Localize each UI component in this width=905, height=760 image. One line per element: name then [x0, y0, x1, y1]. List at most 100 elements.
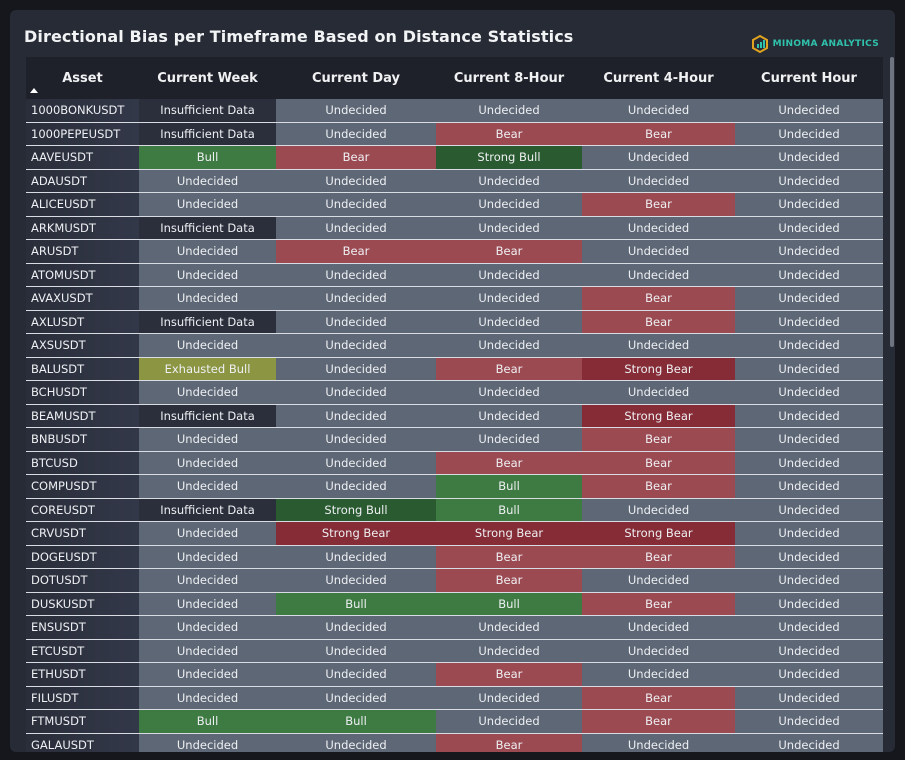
table-row[interactable]: DUSKUSDT Undecided Bull Bull Bear Undecided — [26, 592, 883, 616]
table-row[interactable]: BTCUSD Undecided Undecided Bear Bear Undecide… — [26, 451, 883, 475]
bias-cell: Strong Bear — [276, 521, 436, 546]
asset-cell: ADAUSDT — [26, 169, 139, 193]
vertical-scrollbar[interactable] — [890, 57, 894, 347]
bias-cell: Undecided — [735, 733, 883, 752]
bias-cell: Undecided — [582, 263, 735, 287]
asset-cell: ATOMUSDT — [26, 263, 139, 287]
asset-cell: COREUSDT — [26, 498, 139, 522]
table-row[interactable]: ALICEUSDT Undecided Undecided Undecided Bear… — [26, 192, 883, 217]
asset-cell: BCHUSDT — [26, 380, 139, 405]
table-row[interactable]: AXLUSDT Insufficient Data Undecided Undecid… — [26, 310, 883, 334]
bias-cell: Insufficient Data — [139, 498, 276, 522]
table-row[interactable]: 1000PEPEUSDT Insufficient Data Undecided Be… — [26, 122, 883, 146]
bias-cell: Undecided — [735, 357, 883, 381]
column-header-current-week[interactable]: Current Week — [139, 57, 276, 99]
table-row[interactable]: BCHUSDT Undecided Undecided Undecided Undeci… — [26, 380, 883, 405]
table-row[interactable]: CRVUSDT Undecided Strong Bear Strong Bear St… — [26, 521, 883, 546]
bias-cell: Undecided — [276, 169, 436, 193]
bias-cell: Strong Bear — [582, 521, 735, 546]
table-row[interactable]: BNBUSDT Undecided Undecided Undecided Bear Un… — [26, 427, 883, 452]
bias-cell: Undecided — [735, 662, 883, 687]
bias-cell: Undecided — [735, 404, 883, 428]
table-row[interactable]: ETCUSDT Undecided Undecided Undecided Undeci… — [26, 639, 883, 663]
bias-cell: Undecided — [276, 568, 436, 593]
table-body: 1000BONKUSDT Insufficient Data Undecided Un… — [26, 99, 883, 752]
table-row[interactable]: FTMUSDT Bull Bull Undecided Bear Undecided — [26, 709, 883, 734]
bias-cell: Undecided — [139, 451, 276, 475]
bias-cell: Insufficient Data — [139, 404, 276, 428]
bias-cell: Undecided — [139, 568, 276, 593]
bias-cell: Undecided — [735, 310, 883, 334]
brand-name: MINOMA ANALYTICS — [772, 39, 879, 49]
table-row[interactable]: ARKMUSDT Insufficient Data Undecided Undeci… — [26, 216, 883, 240]
asset-cell: AAVEUSDT — [26, 145, 139, 170]
column-header-current-8-hour[interactable]: Current 8-Hour — [436, 57, 582, 99]
bias-cell: Undecided — [436, 192, 582, 217]
bias-cell: Undecided — [735, 192, 883, 217]
bias-cell: Undecided — [276, 615, 436, 640]
asset-cell: GALAUSDT — [26, 733, 139, 752]
bias-cell: Bear — [436, 451, 582, 475]
bias-cell: Undecided — [139, 615, 276, 640]
column-header-current-day[interactable]: Current Day — [276, 57, 436, 99]
bias-cell: Undecided — [436, 333, 582, 358]
table-row[interactable]: AAVEUSDT Bull Bear Strong Bull Undecided Unde… — [26, 145, 883, 170]
table-row[interactable]: DOGEUSDT Undecided Undecided Bear Bear Undeci… — [26, 545, 883, 569]
column-header-asset[interactable]: Asset — [26, 57, 139, 99]
bias-cell: Bear — [582, 122, 735, 146]
bias-cell: Undecided — [276, 404, 436, 428]
bias-cell: Undecided — [436, 216, 582, 240]
bias-cell: Undecided — [139, 169, 276, 193]
bias-cell: Bear — [582, 427, 735, 452]
table-row[interactable]: FILUSDT Undecided Undecided Undecided Bear Un… — [26, 686, 883, 710]
table-row[interactable]: 1000BONKUSDT Insufficient Data Undecided Un… — [26, 99, 883, 123]
bias-cell: Bear — [582, 545, 735, 569]
sort-ascending-icon[interactable] — [30, 88, 38, 93]
bias-cell: Undecided — [436, 639, 582, 663]
table-row[interactable]: AXSUSDT Undecided Undecided Undecided Undeci… — [26, 333, 883, 358]
table-row[interactable]: ETHUSDT Undecided Undecided Bear Undecided Un… — [26, 662, 883, 687]
bias-cell: Bear — [436, 733, 582, 752]
bias-cell: Undecided — [276, 310, 436, 334]
page-title: Directional Bias per Timeframe Based on … — [24, 27, 574, 46]
bias-cell: Insufficient Data — [139, 99, 276, 123]
bias-cell: Undecided — [436, 286, 582, 311]
table-row[interactable]: COMPUSDT Undecided Undecided Bull Bear Undeci… — [26, 474, 883, 499]
bias-cell: Undecided — [735, 216, 883, 240]
bias-cell: Bull — [139, 709, 276, 734]
asset-cell: AXLUSDT — [26, 310, 139, 334]
bias-cell: Undecided — [436, 263, 582, 287]
table-row[interactable]: ATOMUSDT Undecided Undecided Undecided Undec… — [26, 263, 883, 287]
bias-cell: Undecided — [139, 263, 276, 287]
table-row[interactable]: ENSUSDT Undecided Undecided Undecided Undeci… — [26, 615, 883, 640]
table-row[interactable]: DOTUSDT Undecided Undecided Bear Undecided Un… — [26, 568, 883, 593]
bias-cell: Bear — [582, 192, 735, 217]
bias-cell: Undecided — [139, 545, 276, 569]
bias-cell: Undecided — [436, 310, 582, 334]
bias-cell: Undecided — [276, 380, 436, 405]
table-row[interactable]: BALUSDT Exhausted Bull Undecided Bear Strong… — [26, 357, 883, 381]
table-row[interactable]: GALAUSDT Undecided Undecided Bear Undecided U… — [26, 733, 883, 752]
table-row[interactable]: ARUSDT Undecided Bear Bear Undecided Undecide… — [26, 239, 883, 264]
bias-cell: Undecided — [582, 169, 735, 193]
bias-cell: Bear — [436, 122, 582, 146]
column-header-current-4-hour[interactable]: Current 4-Hour — [582, 57, 735, 99]
asset-cell: FTMUSDT — [26, 709, 139, 734]
bias-cell: Undecided — [139, 474, 276, 499]
bias-cell: Bear — [582, 709, 735, 734]
asset-cell: BNBUSDT — [26, 427, 139, 452]
table-row[interactable]: BEAMUSDT Insufficient Data Undecided Undeci… — [26, 404, 883, 428]
bias-cell: Undecided — [276, 357, 436, 381]
table-row[interactable]: AVAXUSDT Undecided Undecided Undecided Bear U… — [26, 286, 883, 311]
column-header-current-hour[interactable]: Current Hour — [735, 57, 883, 99]
asset-cell: 1000BONKUSDT — [26, 99, 139, 123]
bias-cell: Undecided — [735, 639, 883, 663]
bias-cell: Undecided — [139, 286, 276, 311]
table-row[interactable]: COREUSDT Insufficient Data Strong Bull Bull… — [26, 498, 883, 522]
bias-cell: Undecided — [582, 145, 735, 170]
bias-cell: Undecided — [735, 122, 883, 146]
bias-cell: Undecided — [582, 662, 735, 687]
table-row[interactable]: ADAUSDT Undecided Undecided Undecided Undeci… — [26, 169, 883, 193]
bias-cell: Undecided — [735, 286, 883, 311]
bias-cell: Undecided — [436, 380, 582, 405]
